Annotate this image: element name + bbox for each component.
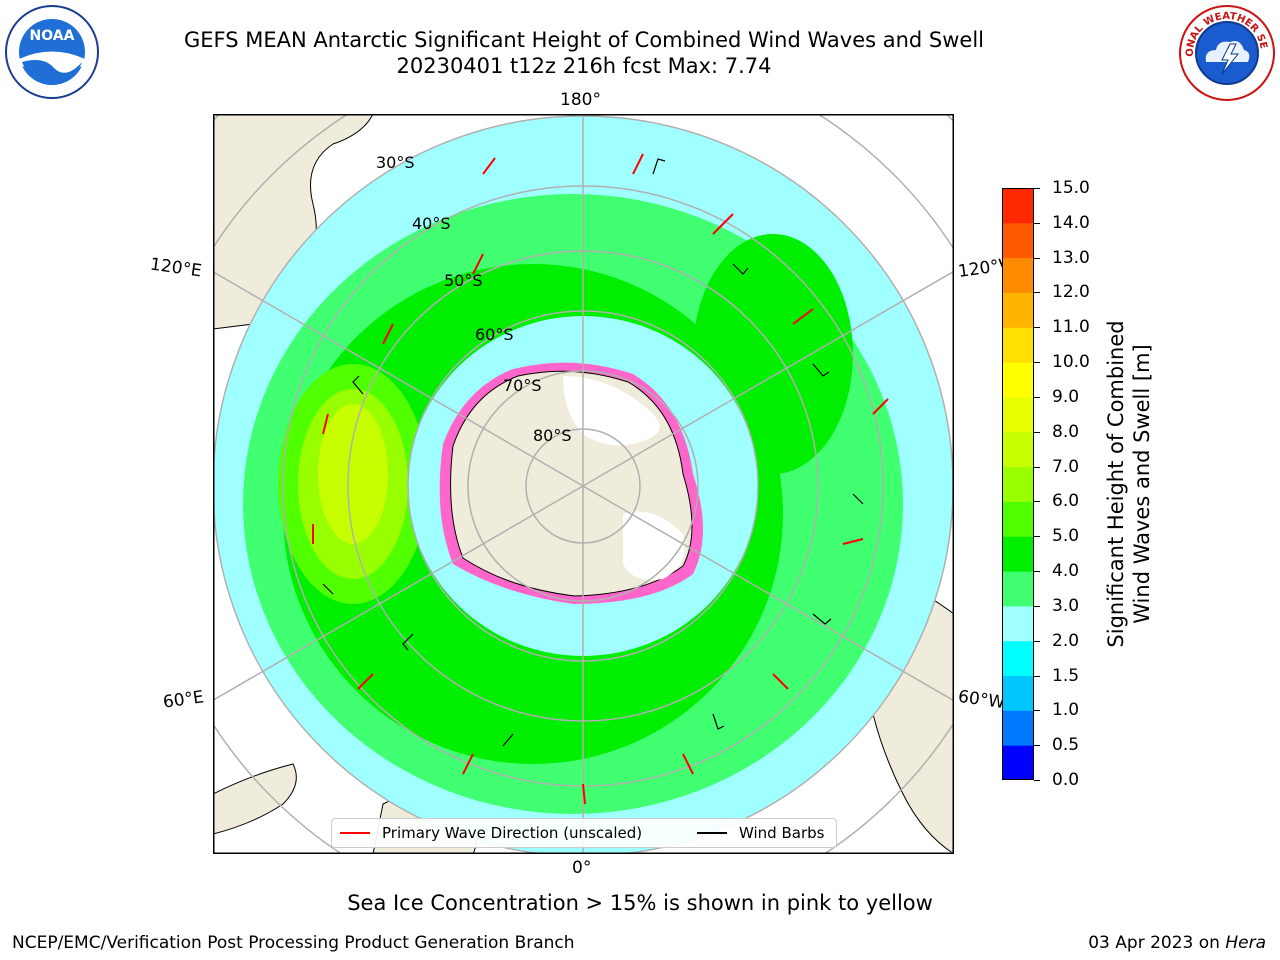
- legend-wind-label: Wind Barbs: [739, 824, 825, 842]
- sea-ice-note: Sea Ice Concentration > 15% is shown in …: [347, 891, 933, 915]
- colorbar-tick-label: 3.0: [1052, 595, 1080, 616]
- colorbar-segment: [1002, 605, 1034, 642]
- colorbar-tick-label: 0.0: [1052, 770, 1080, 790]
- colorbar-segment: [1002, 396, 1034, 433]
- colorbar-tick-label: 0.5: [1052, 735, 1080, 756]
- wave-arrows: [312, 153, 889, 805]
- legend-wind-line: [697, 832, 727, 834]
- footer-date: 03 Apr 2023 on Hera: [1088, 933, 1266, 953]
- legend-wave-line: [340, 832, 370, 834]
- graticule: [213, 114, 954, 854]
- lat-label-50: 50°S: [444, 271, 483, 290]
- colorbar-tick-mark: [1034, 431, 1040, 433]
- map-legend: Primary Wave Direction (unscaled) Wind B…: [331, 818, 837, 848]
- colorbar-tick-label: 5.0: [1052, 526, 1080, 547]
- lat-label-80: 80°S: [533, 426, 572, 445]
- colorbar-segment: [1002, 431, 1034, 468]
- colorbar-tick-label: 1.5: [1052, 665, 1080, 686]
- colorbar-tick-mark: [1034, 675, 1040, 677]
- colorbar-tick-mark: [1034, 327, 1040, 329]
- colorbar-tick-label: 4.0: [1052, 561, 1080, 582]
- noaa-logo: NOAA: [5, 5, 99, 99]
- ice-shelf-ross: [563, 376, 660, 446]
- colorbar-tick-label: 13.0: [1052, 247, 1090, 268]
- land-africa: [213, 763, 297, 835]
- colorbar-tick-mark: [1034, 571, 1040, 573]
- legend-wave-label: Primary Wave Direction (unscaled): [382, 824, 643, 842]
- lat-label-70: 70°S: [503, 376, 542, 395]
- colorbar-segment: [1002, 327, 1034, 363]
- noaa-logo-text: NOAA: [30, 28, 75, 44]
- colorbar-tick-mark: [1034, 362, 1040, 364]
- colorbar-segment: [1002, 292, 1034, 328]
- colorbar-tick-mark: [1034, 780, 1040, 781]
- colorbar-tick-label: 2.0: [1052, 630, 1080, 651]
- colorbar-label: Significant Height of Combined Wind Waves…: [1104, 320, 1154, 648]
- chart-subtitle: 20230401 t12z 216h fcst Max: 7.74: [396, 54, 772, 78]
- colorbar-tick-mark: [1034, 466, 1040, 468]
- lon-label-60e: 60°E: [161, 687, 206, 713]
- colorbar-tick-label: 6.0: [1052, 491, 1080, 512]
- lon-label-60w: 60°W: [956, 686, 1007, 714]
- colorbar-tick-label: 7.0: [1052, 456, 1080, 477]
- colorbar-tick-mark: [1034, 640, 1040, 642]
- nws-logo: NATIONAL WEATHER SERVICE: [1178, 4, 1275, 101]
- lon-label-180: 180°: [560, 90, 601, 110]
- colorbar-segment: [1002, 466, 1034, 502]
- colorbar-segment: [1002, 536, 1034, 572]
- lat-label-40: 40°S: [412, 214, 451, 233]
- lat-label-60: 60°S: [475, 325, 514, 344]
- colorbar-tick-mark: [1034, 396, 1040, 398]
- antarctic-wave-map: 30°S 40°S 50°S 60°S 70°S 80°S: [213, 114, 954, 854]
- colorbar-tick-mark: [1034, 292, 1040, 294]
- colorbar-segment: [1002, 710, 1034, 746]
- colorbar-tick-mark: [1034, 536, 1040, 538]
- lat-label-30: 30°S: [376, 153, 415, 172]
- colorbar-segment: [1002, 222, 1034, 259]
- colorbar-tick-mark: [1034, 188, 1040, 189]
- colorbar-tick-mark: [1034, 257, 1040, 259]
- colorbar-segment: [1002, 571, 1034, 607]
- colorbar-segment: [1002, 501, 1034, 537]
- colorbar-tick-label: 15.0: [1052, 178, 1090, 198]
- colorbar-tick-mark: [1034, 222, 1040, 224]
- colorbar-tick-mark: [1034, 605, 1040, 607]
- colorbar-tick-label: 12.0: [1052, 282, 1090, 303]
- colorbar: [1002, 188, 1034, 780]
- colorbar-segment: [1002, 362, 1034, 398]
- colorbar-tick-label: 1.0: [1052, 700, 1080, 721]
- colorbar-tick-label: 14.0: [1052, 212, 1090, 233]
- footer-organization: NCEP/EMC/Verification Post Processing Pr…: [12, 933, 575, 953]
- lon-label-0: 0°: [572, 858, 592, 878]
- colorbar-tick-label: 9.0: [1052, 386, 1080, 407]
- colorbar-segment: [1002, 675, 1034, 711]
- colorbar-tick-mark: [1034, 745, 1040, 747]
- wave-band-7m: [318, 404, 388, 544]
- lon-label-120e: 120°E: [148, 254, 203, 282]
- colorbar-tick-label: 8.0: [1052, 421, 1080, 442]
- wind-barbs: [322, 158, 864, 747]
- colorbar-segment: [1002, 188, 1034, 224]
- colorbar-segment: [1002, 745, 1034, 780]
- colorbar-segment: [1002, 640, 1034, 677]
- chart-title: GEFS MEAN Antarctic Significant Height o…: [183, 28, 985, 52]
- colorbar-tick-label: 10.0: [1052, 352, 1090, 373]
- colorbar-tick-mark: [1034, 710, 1040, 712]
- colorbar-tick-label: 11.0: [1052, 317, 1090, 338]
- colorbar-tick-mark: [1034, 501, 1040, 503]
- colorbar-segment: [1002, 257, 1034, 293]
